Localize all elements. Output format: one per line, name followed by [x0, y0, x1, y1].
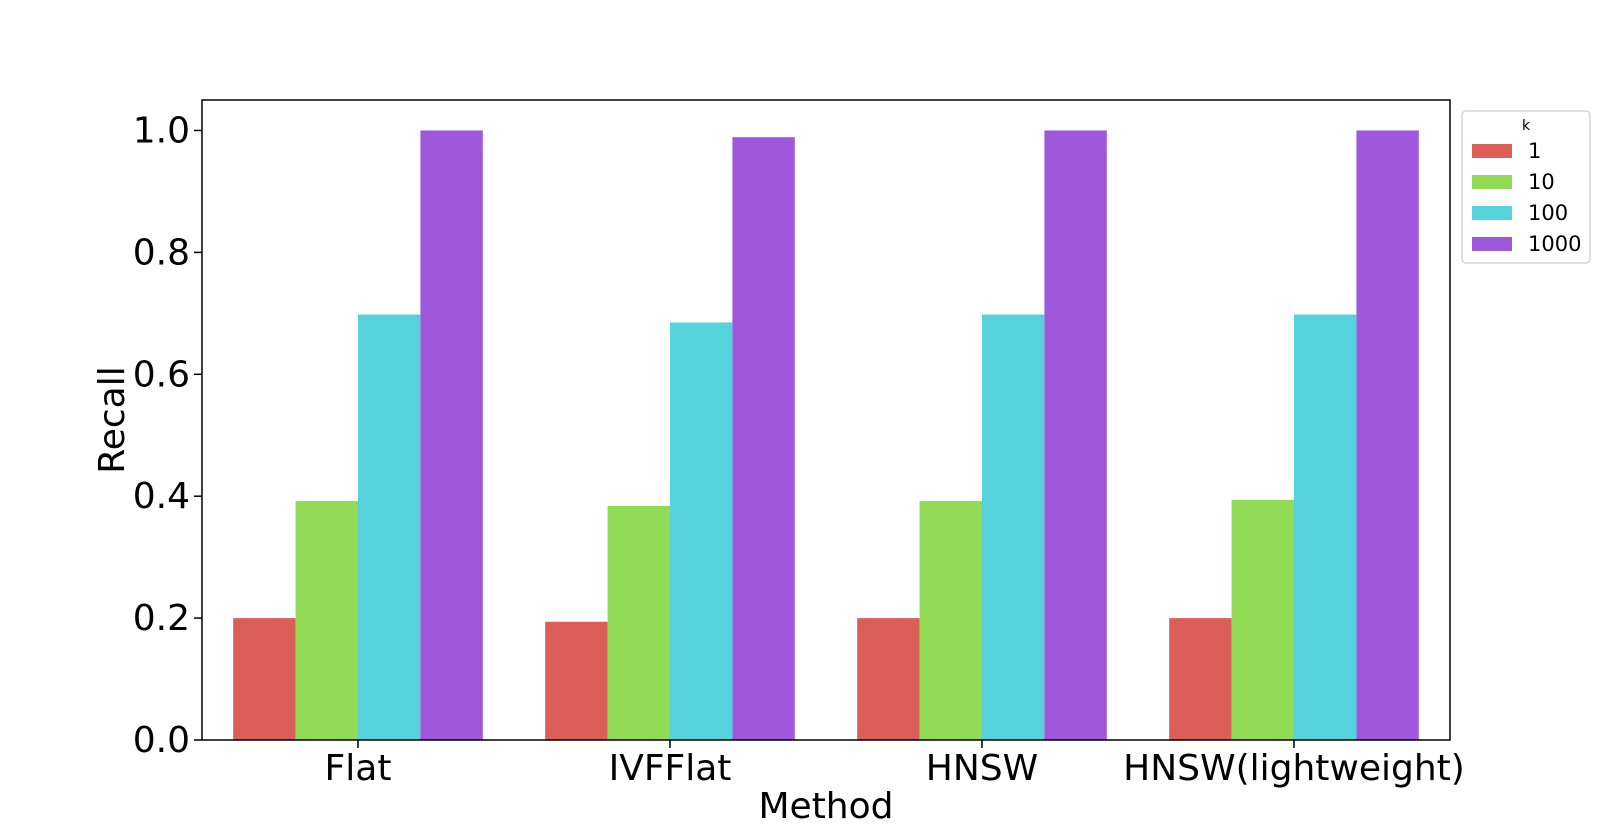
bar-ivfflat-k10 [607, 505, 670, 740]
bar-hnsw-lightweight--k100 [1294, 314, 1357, 740]
bar-ivfflat-k1 [545, 621, 608, 740]
bar-hnsw-lightweight--k1000 [1356, 130, 1419, 741]
x-axis: Flat IVFFlat HNSW HNSW(lightweight) [325, 740, 1465, 789]
plot-frame [201, 99, 1451, 741]
legend-title: k [1522, 118, 1531, 134]
x-axis-label: Method [758, 786, 893, 827]
bar-flat-k100 [358, 314, 421, 740]
legend-swatch-k10 [1472, 175, 1512, 189]
x-tick-label: HNSW(lightweight) [1123, 748, 1465, 789]
y-tick-label: 0.8 [133, 232, 190, 273]
y-tick-label: 0.0 [133, 720, 190, 761]
y-tick-label: 1.0 [133, 110, 190, 151]
legend: k 1 10 100 1000 [1461, 110, 1591, 264]
bar-flat-k1 [233, 618, 296, 740]
legend-label-k100: 100 [1528, 201, 1568, 225]
y-tick-label: 0.4 [133, 476, 190, 517]
x-tick-label: HNSW [926, 748, 1038, 789]
x-tick-label: IVFFlat [609, 748, 732, 789]
bar-ivfflat-k100 [670, 322, 733, 740]
bar-hnsw-k1 [857, 618, 920, 740]
bar-hnsw-k100 [982, 314, 1045, 740]
bar-flat-k10 [295, 501, 358, 740]
bar-hnsw-k10 [919, 501, 982, 740]
legend-swatch-k1000 [1472, 237, 1512, 251]
bar-flat-k1000 [420, 130, 483, 741]
legend-label-k1000: 1000 [1528, 232, 1581, 256]
y-axis: 0.0 0.2 0.4 0.6 0.8 1.0 [133, 110, 202, 761]
legend-label-k1: 1 [1528, 139, 1541, 163]
x-tick-label: Flat [325, 748, 392, 789]
legend-label-k10: 10 [1528, 170, 1555, 194]
legend-swatch-k1 [1472, 144, 1512, 158]
y-axis-label: Recall [92, 366, 133, 473]
bar-hnsw-lightweight--k1 [1169, 618, 1232, 740]
y-tick-label: 0.6 [133, 354, 190, 395]
legend-items: 1 10 100 1000 [1472, 139, 1581, 256]
y-tick-label: 0.2 [133, 598, 190, 639]
bar-hnsw-k1000 [1044, 130, 1107, 741]
legend-swatch-k100 [1472, 206, 1512, 220]
bar-ivfflat-k1000 [732, 137, 795, 740]
bars-layer [233, 130, 1419, 741]
bar-hnsw-lightweight--k10 [1231, 499, 1294, 740]
